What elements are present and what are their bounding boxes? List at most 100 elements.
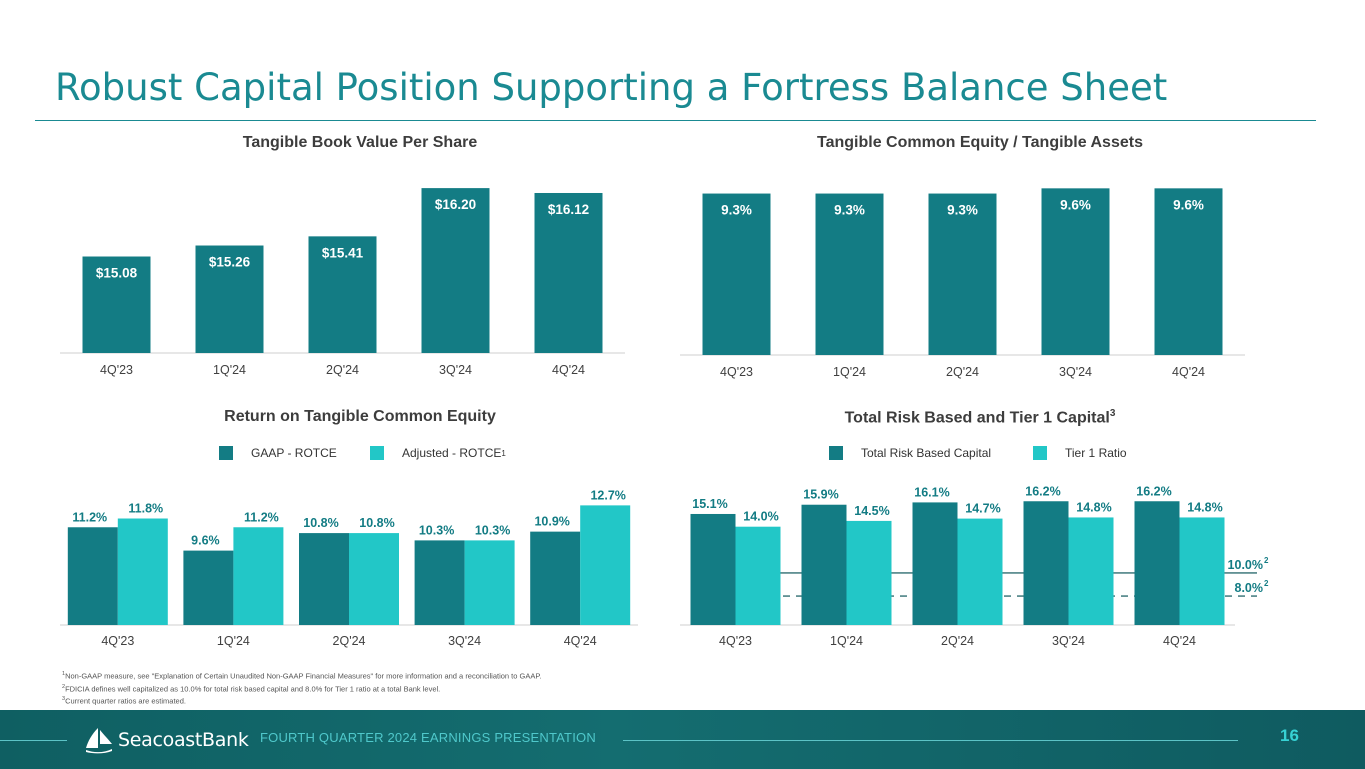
capital-data-label: 15.1% <box>692 497 727 511</box>
tbv-bar-label: $16.20 <box>435 197 476 212</box>
legend-label: Total Risk Based Capital <box>861 446 992 460</box>
capital-x-tick: 3Q'24 <box>1052 634 1085 648</box>
capital-chart: 15.1% 14.0% 4Q'23 15.9% 14.5% 1Q'24 16.1% 14.7%… <box>680 484 1269 648</box>
tce-bar-label: 9.3% <box>834 203 865 218</box>
sail-icon <box>86 728 112 754</box>
rotce-x-tick: 4Q'24 <box>564 634 597 648</box>
tce-bar-label: 9.6% <box>1173 197 1204 212</box>
legend-swatch-light <box>1033 446 1047 460</box>
capital-data-label: 16.2% <box>1136 484 1171 498</box>
tbv-bar <box>421 188 490 353</box>
footnotes: 1Non-GAAP measure, see "Explanation of C… <box>62 669 541 707</box>
rotce-data-label: 10.3% <box>419 523 454 537</box>
rotce-x-tick: 4Q'23 <box>101 634 134 648</box>
capital-reference-label: 8.0% <box>1235 581 1264 595</box>
rotce-bar-dark <box>530 531 581 625</box>
footnote-marker: 1 <box>62 671 66 677</box>
legend-item-adjusted-rotce: Adjusted - ROTCE 1 <box>370 446 506 460</box>
capital-x-tick: 1Q'24 <box>830 634 863 648</box>
footnote-text: Non-GAAP measure, see "Explanation of Ce… <box>65 671 542 681</box>
footnote-marker: 3 <box>62 696 66 702</box>
page-title: Robust Capital Position Supporting a For… <box>55 66 1168 109</box>
tce-x-tick: 1Q'24 <box>833 365 866 379</box>
footnote-marker: 2 <box>62 683 66 690</box>
legend-label: Adjusted - ROTCE <box>402 446 502 460</box>
tbv-x-tick: 2Q'24 <box>326 363 359 377</box>
rotce-bar-light <box>117 518 168 625</box>
capital-x-tick: 4Q'23 <box>719 634 752 648</box>
legend-item-gaap-rotce: GAAP - ROTCE <box>219 446 337 460</box>
capital-bar-dark <box>690 513 736 625</box>
capital-bar-light <box>1179 517 1225 625</box>
tce-bar-label: 9.3% <box>947 203 978 218</box>
rotce-data-label: 11.2% <box>244 510 279 524</box>
tbv-x-tick: 1Q'24 <box>213 363 246 377</box>
rotce-bar-dark <box>414 540 465 625</box>
rotce-chart: 11.2% 11.8% 4Q'23 9.6% 11.2% 1Q'24 10.8% 10.8% 2… <box>60 488 638 648</box>
rotce-bar-dark <box>67 527 118 625</box>
capital-chart-title: Total Risk Based and Tier 1 Capital3 <box>680 408 1280 427</box>
tce-bar-label: 9.3% <box>721 203 752 218</box>
rotce-chart-panel: Return on Tangible Common Equity GAAP - … <box>60 408 660 653</box>
tce-x-tick: 3Q'24 <box>1059 365 1092 379</box>
capital-data-label: 14.0% <box>743 510 778 524</box>
tce-chart: 9.3% 4Q'23 9.3% 1Q'24 9.3% 2Q'24 9.6% 3Q'24 9.6%… <box>680 188 1245 379</box>
legend-footnote-marker: 1 <box>501 448 506 458</box>
rotce-data-label: 10.8% <box>359 516 394 530</box>
footer-rule-right <box>623 740 1238 741</box>
capital-data-label: 14.8% <box>1187 500 1222 514</box>
capital-bar-light <box>735 526 781 625</box>
rotce-x-tick: 3Q'24 <box>448 634 481 648</box>
footer-rule-left <box>0 740 67 741</box>
rotce-legend: GAAP - ROTCE Adjusted - ROTCE 1 <box>60 446 660 464</box>
capital-data-label: 14.8% <box>1076 500 1111 514</box>
tbv-bar <box>534 192 603 353</box>
legend-label: GAAP - ROTCE <box>251 446 337 460</box>
rotce-data-label: 9.6% <box>191 534 220 548</box>
capital-data-label: 16.1% <box>914 485 949 499</box>
rotce-data-label: 10.3% <box>475 523 510 537</box>
rotce-bar-dark <box>183 550 234 625</box>
tce-x-tick: 4Q'23 <box>720 365 753 379</box>
capital-x-tick: 2Q'24 <box>941 634 974 648</box>
rotce-data-label: 10.8% <box>303 516 338 530</box>
footnote-text: FDICIA defines well capitalized as 10.0%… <box>65 684 441 693</box>
capital-chart-title-text: Total Risk Based and Tier 1 Capital <box>844 409 1110 427</box>
rotce-bar-light <box>349 533 399 625</box>
brand-wordmark: SeacoastBank <box>118 729 249 751</box>
title-footnote-marker: 3 <box>1109 408 1116 419</box>
footnote-3: 3Current quarter ratios are estimated. <box>62 694 541 707</box>
tbv-bar-label: $15.26 <box>209 255 251 270</box>
tce-bar <box>1154 188 1223 355</box>
capital-data-label: 14.7% <box>965 502 1000 516</box>
tce-x-tick: 4Q'24 <box>1172 365 1205 379</box>
legend-item-total-risk: Total Risk Based Capital <box>829 446 991 460</box>
rotce-bar-dark <box>299 533 349 625</box>
tbv-chart-panel: Tangible Book Value Per Share $15.08 4Q'2… <box>60 134 660 384</box>
capital-data-label: 16.2% <box>1025 484 1060 498</box>
tbv-bar-label: $15.08 <box>96 266 138 281</box>
capital-bar-light <box>846 520 892 625</box>
capital-data-label: 14.5% <box>854 504 889 518</box>
capital-data-label: 15.9% <box>803 488 838 502</box>
footnote-1: 1Non-GAAP measure, see "Explanation of C… <box>62 669 541 682</box>
legend-label: Tier 1 Ratio <box>1065 446 1127 460</box>
capital-bar-dark <box>1134 501 1180 625</box>
rotce-chart-title: Return on Tangible Common Equity <box>224 408 496 425</box>
capital-bar-dark <box>912 502 958 625</box>
rotce-data-label: 11.2% <box>72 510 107 524</box>
footnote-2: 2FDICIA defines well capitalized as 10.0… <box>62 682 541 695</box>
tbv-x-tick: 4Q'23 <box>100 363 133 377</box>
title-divider <box>35 120 1316 121</box>
tbv-x-tick: 4Q'24 <box>552 363 585 377</box>
legend-swatch-light <box>370 446 384 460</box>
rotce-data-label: 12.7% <box>590 488 625 502</box>
capital-bar-light <box>1068 517 1114 625</box>
tce-x-tick: 2Q'24 <box>946 365 979 379</box>
rotce-x-tick: 1Q'24 <box>217 634 250 648</box>
brand-logo: SeacoastBank <box>84 726 249 754</box>
legend-item-tier1: Tier 1 Ratio <box>1033 446 1127 460</box>
deck-title: FOURTH QUARTER 2024 EARNINGS PRESENTATIO… <box>260 730 596 745</box>
capital-reference-footnote-marker: 2 <box>1264 556 1269 565</box>
legend-swatch-dark <box>829 446 843 460</box>
